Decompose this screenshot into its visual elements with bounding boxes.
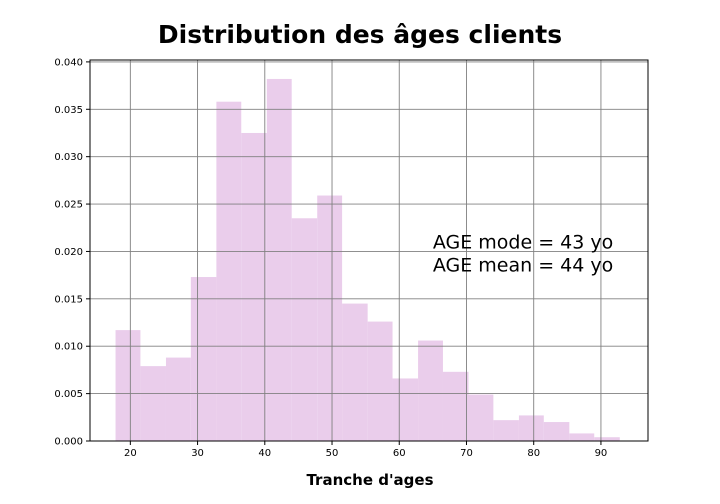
chart-title: Distribution des âges clients — [157, 20, 563, 49]
histogram-bar — [115, 330, 141, 441]
x-tick-label: 20 — [124, 448, 137, 459]
plot-frame — [89, 59, 649, 442]
annotation-text: AGE mode = 43 yo — [433, 232, 613, 254]
y-tick-label: 0.000 — [54, 437, 83, 448]
y-tick-label: 0.040 — [54, 57, 83, 68]
histogram-bar — [418, 340, 443, 441]
annotation-text: AGE mean = 44 yo — [433, 255, 613, 277]
histogram-bar — [190, 277, 217, 441]
histogram-bar — [266, 78, 292, 441]
y-tick-label: 0.015 — [54, 294, 83, 305]
y-tick-label: 0.035 — [54, 105, 83, 116]
axes-frame — [89, 59, 649, 442]
histogram-bar — [392, 378, 419, 441]
tick-labels: 20 30 40 50 60 70 80 90 0.000 0.005 0.010 0.015 0.02… — [54, 57, 607, 459]
histogram-bar — [367, 321, 393, 441]
x-axis-label: Tranche d'ages — [306, 471, 434, 489]
histogram-bar — [317, 195, 343, 441]
bars-group — [115, 78, 620, 442]
y-tick-label: 0.025 — [54, 200, 83, 211]
y-tick-label: 0.010 — [54, 342, 83, 353]
y-tick-label: 0.030 — [54, 152, 83, 163]
x-tick-label: 70 — [460, 448, 473, 459]
histogram-bar — [216, 101, 242, 442]
x-tick-label: 90 — [595, 448, 608, 459]
histogram-bar — [468, 394, 494, 441]
y-tick-label: 0.005 — [54, 389, 83, 400]
histogram-bar — [165, 357, 191, 441]
x-tick-label: 60 — [393, 448, 406, 459]
histogram-bar — [543, 422, 570, 441]
y-tick-label: 0.020 — [54, 247, 83, 258]
x-tick-label: 30 — [191, 448, 204, 459]
histogram-bar — [569, 433, 595, 441]
histogram-bar — [594, 437, 620, 441]
x-tick-label: 80 — [527, 448, 540, 459]
x-tick-label: 40 — [258, 448, 271, 459]
histogram-bar — [291, 218, 318, 441]
x-tick-label: 50 — [326, 448, 339, 459]
histogram-bar — [442, 371, 469, 441]
histogram-bar — [140, 366, 166, 441]
histogram-bar — [518, 415, 544, 441]
histogram-bar — [493, 420, 519, 441]
histogram-bar — [241, 132, 267, 442]
histogram-bar — [342, 303, 368, 441]
